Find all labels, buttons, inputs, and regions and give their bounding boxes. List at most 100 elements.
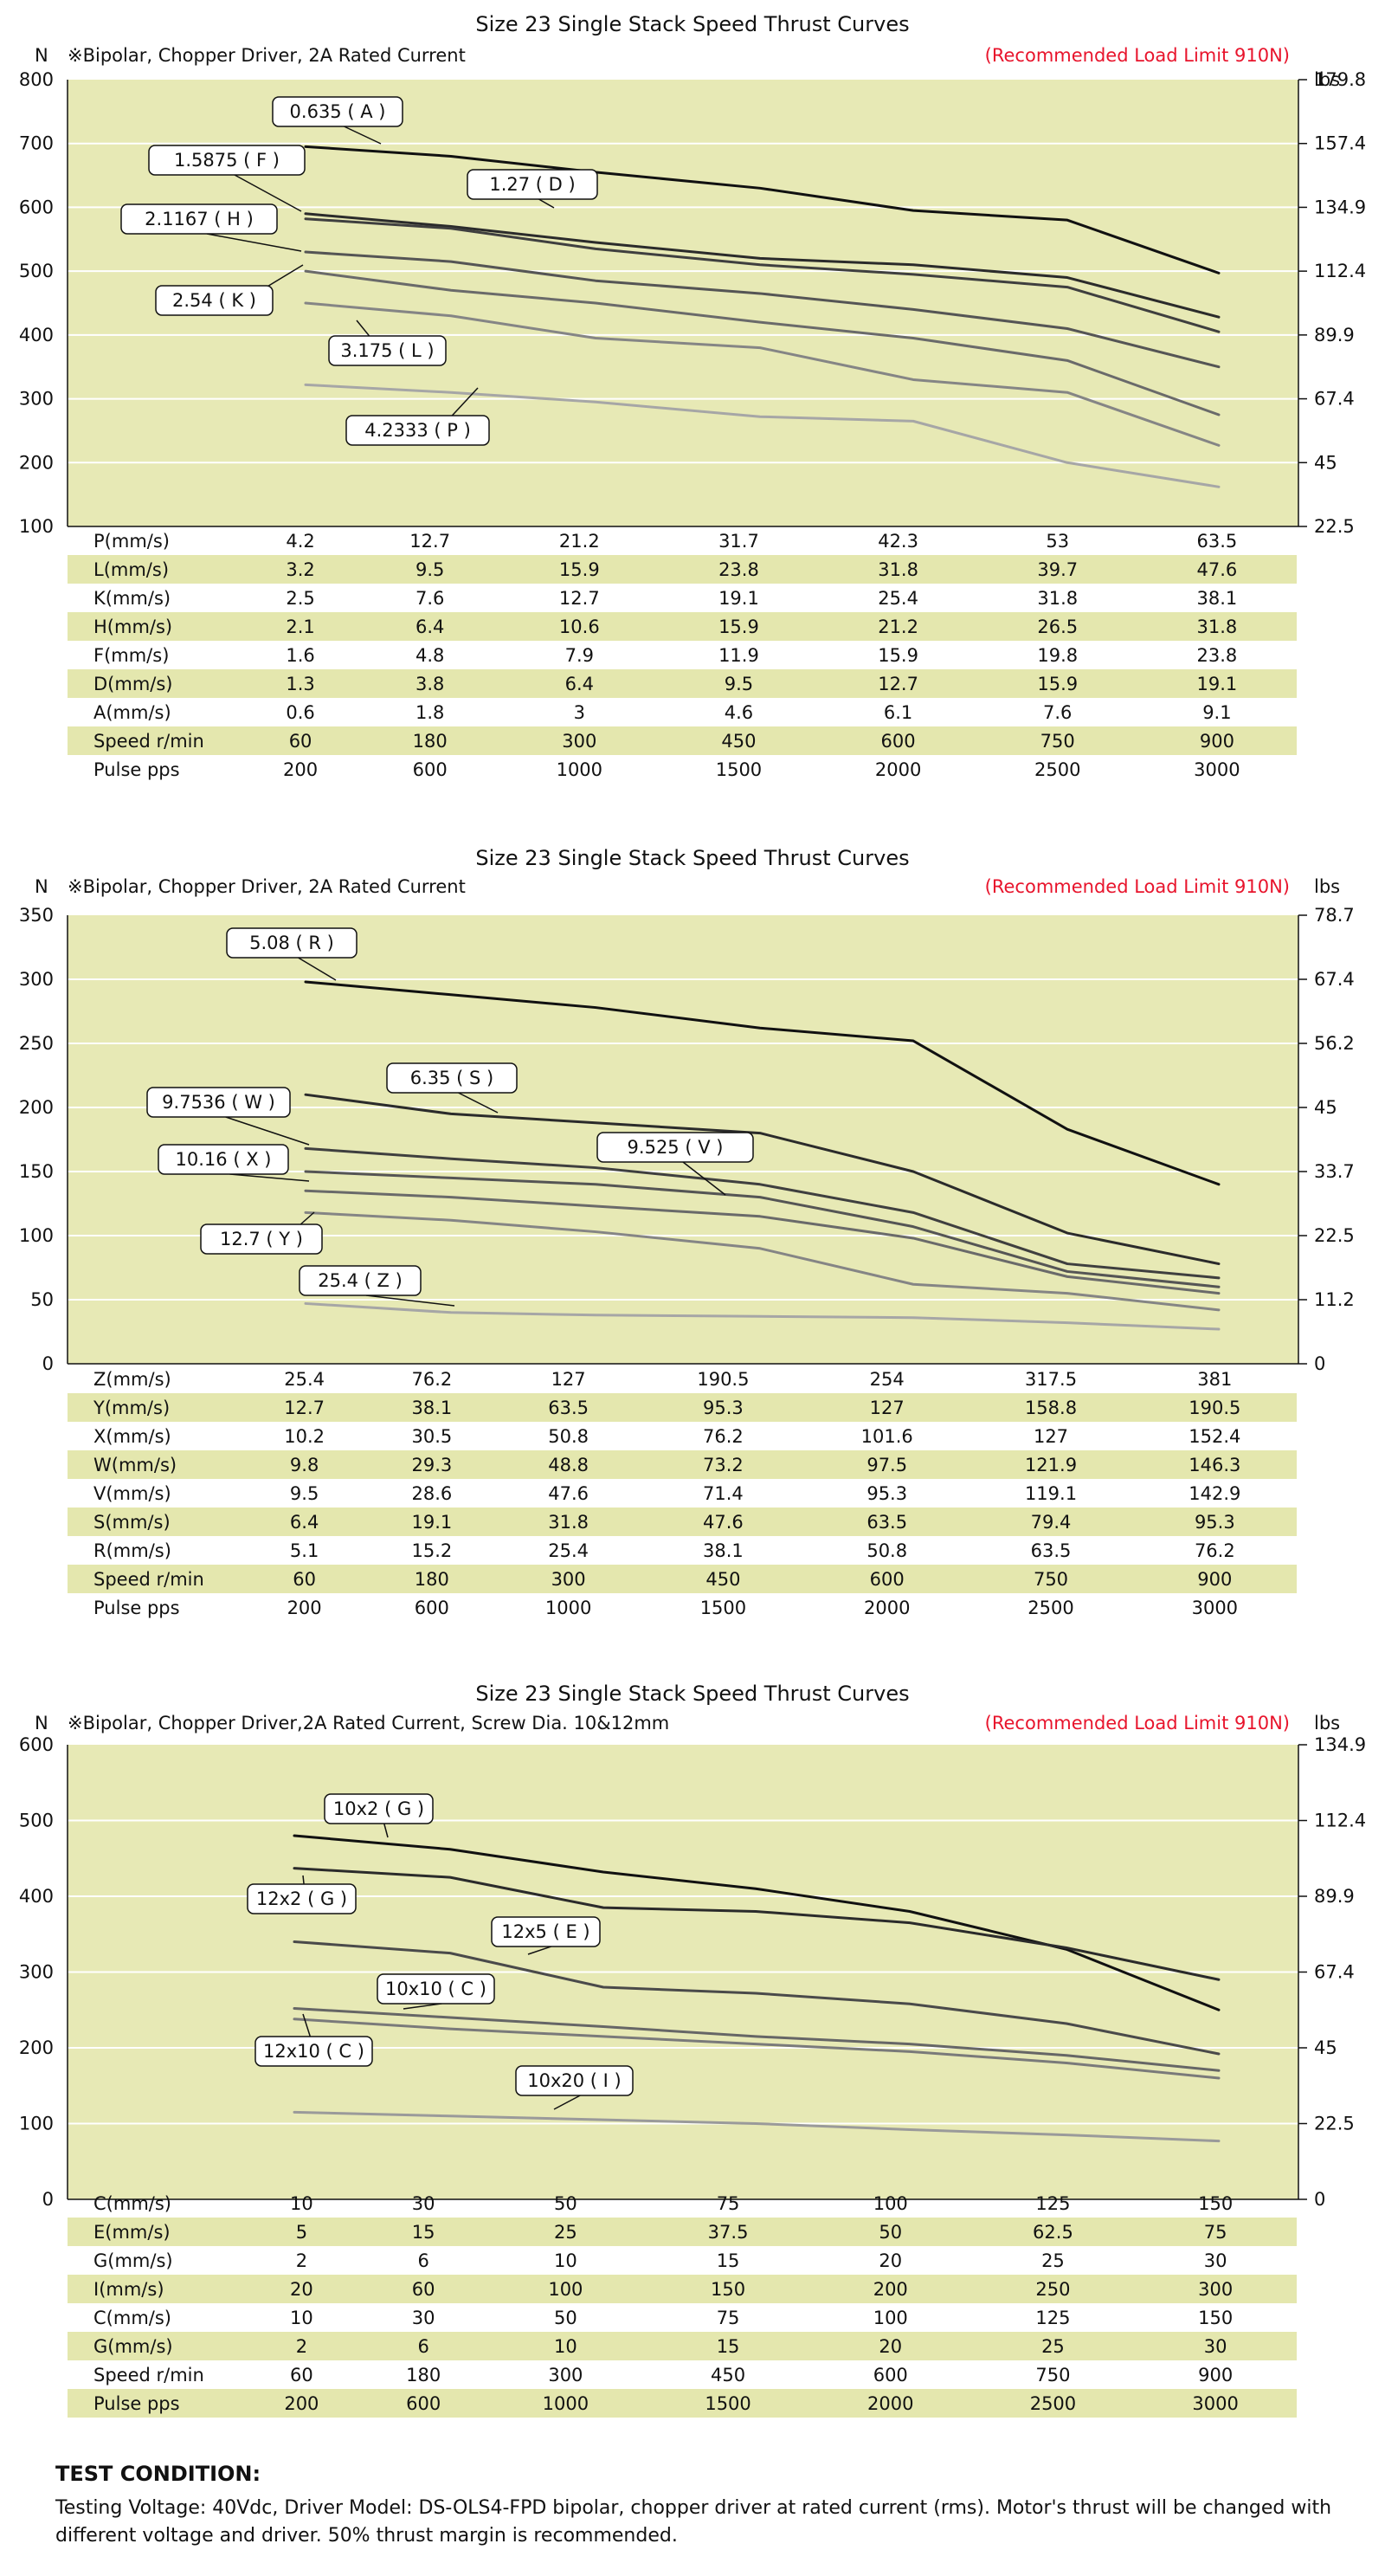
series-line: [304, 212, 1221, 319]
series-line: [304, 145, 1221, 274]
callout-pointer: [403, 2003, 442, 2010]
callout-box: [345, 415, 490, 446]
series-callout: 6.35 ( S ): [386, 1062, 518, 1114]
table-cell: 180: [406, 2364, 441, 2386]
y-unit-right: lbs: [1314, 876, 1341, 897]
table-cell: 180: [360, 726, 500, 755]
table-cell: 9.5: [289, 1482, 319, 1504]
table-row: Pulse pps 200 600 1000 1500 2000 2500 3000: [68, 1593, 1297, 1622]
table-row: E(mm/s) 5 15 25 37.5 50 62.5 75: [68, 2218, 1297, 2246]
series-label: 2.54 ( K ): [172, 290, 256, 311]
table-cell: 31.7: [718, 530, 759, 552]
table-cell: 75: [1134, 2218, 1297, 2246]
table-cell: 450: [659, 726, 819, 755]
table-cell: 7.9: [564, 644, 594, 666]
table-cell: 450: [711, 2364, 746, 2386]
table-cell: 60: [241, 726, 361, 755]
callout-pointer: [225, 1116, 310, 1146]
y-tick-label: 200: [19, 2037, 54, 2058]
table-cell: 30.5: [411, 1425, 453, 1447]
row-label: C(mm/s): [93, 2192, 171, 2214]
table-cell: 38.1: [368, 1393, 496, 1422]
table-cell: 146.3: [1132, 1450, 1297, 1479]
y2-tick-label: 112.4: [1314, 261, 1366, 281]
y-unit-left: N: [35, 876, 48, 897]
test-condition-body: Testing Voltage: 40Vdc, Driver Model: DS…: [55, 2497, 1332, 2547]
y2-tick-label: 134.9: [1314, 197, 1366, 217]
table-cell: 10.6: [499, 612, 660, 641]
row-label: K(mm/s): [93, 587, 171, 609]
series-label: 10.16 ( X ): [176, 1149, 272, 1170]
series-callout: 10x20 ( I ): [515, 2065, 634, 2110]
series-label: 10x10 ( C ): [385, 1979, 486, 1999]
series-line: [304, 269, 1221, 416]
row-label: H(mm/s): [68, 612, 241, 641]
series-callout: 12x5 ( E ): [491, 1916, 601, 1955]
table-cell: 4.2: [286, 530, 315, 552]
table-cell: 2500: [971, 2389, 1135, 2418]
series-callout: 5.08 ( R ): [226, 927, 358, 981]
series-callout: 9.525 ( V ): [596, 1132, 754, 1196]
table-cell: 450: [641, 1565, 806, 1593]
table-cell: 150: [1198, 2192, 1234, 2214]
table-cell: 25.4: [878, 587, 918, 609]
series-line: [304, 217, 1221, 333]
table-cell: 2500: [1027, 1597, 1074, 1618]
table-cell: 190.5: [1132, 1393, 1297, 1422]
table-row: K(mm/s) 2.5 7.6 12.7 19.1 25.4 31.8 38.1: [68, 584, 1297, 612]
table-cell: 9.5: [659, 669, 819, 698]
table-cell: 125: [1035, 2307, 1071, 2328]
callout-box: [200, 1223, 323, 1255]
table-cell: 21.2: [558, 530, 600, 552]
table-cell: 100: [873, 2307, 908, 2328]
table-cell: 900: [1132, 1565, 1297, 1593]
table-cell: 2.1: [241, 612, 361, 641]
table-cell: 12.7: [241, 1393, 369, 1422]
series-line: [304, 1093, 1221, 1266]
y-tick-label: 0: [42, 1353, 54, 1374]
series-label: 12x5 ( E ): [501, 1921, 589, 1942]
series-label: 0.635 ( A ): [290, 101, 386, 122]
callout-pointer: [234, 174, 302, 212]
table-cell: 9.8: [241, 1450, 369, 1479]
callout-pointer: [553, 2095, 581, 2110]
table-row: Pulse pps 200 600 1000 1500 2000 2500 3000: [68, 755, 1297, 784]
y2-tick-label: 0: [1314, 2189, 1325, 2210]
table-cell: 20: [879, 2250, 903, 2271]
table-cell: 25.4: [548, 1540, 589, 1561]
table-cell: 119.1: [1024, 1482, 1078, 1504]
series-callout: 12x2 ( G ): [247, 1875, 357, 1914]
callout-pointer: [527, 1946, 551, 1955]
table-cell: 1.3: [241, 669, 361, 698]
table-cell: 19.1: [368, 1508, 496, 1536]
thrust-chart-1: 100 22.5 200 45 300 67.4 400 89.9 500 112.4 600 134…: [19, 69, 1366, 537]
callout-box: [328, 335, 447, 366]
table-cell: 6.1: [883, 701, 913, 723]
series-label: 12x10 ( C ): [263, 2041, 364, 2062]
table-cell: 50.8: [866, 1540, 908, 1561]
series-label: 10x2 ( G ): [333, 1798, 424, 1819]
table-cell: 4.8: [415, 644, 445, 666]
y-tick-label: 250: [19, 1033, 54, 1054]
table-cell: 63.5: [495, 1393, 641, 1422]
table-cell: 25: [484, 2218, 647, 2246]
table-cell: 2.5: [286, 587, 315, 609]
row-label: A(mm/s): [93, 701, 171, 723]
callout-pointer: [538, 198, 555, 209]
table-cell: 19.1: [1137, 669, 1297, 698]
table-cell: 150: [1198, 2307, 1234, 2328]
table-cell: 30: [1203, 2250, 1227, 2271]
table-cell: 50: [554, 2192, 577, 2214]
series-callout: 2.54 ( K ): [155, 264, 304, 316]
chart-block-2: Size 23 Single Stack Speed Thrust Curves…: [19, 846, 1355, 1622]
table-cell: 750: [977, 726, 1137, 755]
table-cell: 142.9: [1189, 1482, 1241, 1504]
table-row: A(mm/s) 0.6 1.8 3 4.6 6.1 7.6 9.1: [68, 698, 1297, 726]
table-cell: 7.6: [415, 587, 445, 609]
y-tick-label: 700: [19, 133, 54, 154]
y-tick-label: 600: [19, 1734, 54, 1755]
callout-box: [247, 1883, 357, 1914]
series-callout: 4.2333 ( P ): [345, 387, 490, 446]
callout-box: [596, 1132, 754, 1163]
table-cell: 30: [1134, 2332, 1297, 2360]
